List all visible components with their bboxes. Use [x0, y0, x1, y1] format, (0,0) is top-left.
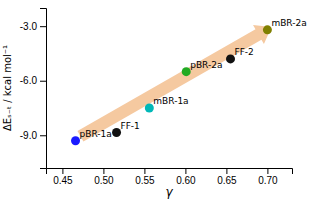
tick-mark	[267, 168, 268, 174]
tick-label: -6.0	[20, 75, 38, 86]
point-labels: pBR-1a FF-1 mBR-1a pBR-2a FF-2 mBR-2a	[80, 18, 307, 139]
tick-mark	[40, 26, 46, 27]
point-label: mBR-1a	[153, 96, 188, 106]
tick-label: 0.70	[258, 175, 278, 186]
tick-mark	[40, 81, 46, 82]
tick-label: 0.55	[135, 175, 155, 186]
tick-mark	[226, 168, 227, 174]
tick-mark	[103, 168, 104, 174]
y-axis: -9.0 -6.0 -3.0	[20, 9, 47, 169]
x-axis-title: γ	[165, 185, 173, 199]
arrow	[77, 25, 271, 141]
tick-label: 0.50	[94, 175, 114, 186]
tick-label: -3.0	[20, 21, 38, 32]
tick-label: -9.0	[20, 130, 38, 141]
tick: 0.60	[176, 168, 196, 186]
tick: 0.65	[217, 168, 237, 186]
y-axis-title: ΔEₛ₋ₜ / kcal mol⁻¹	[2, 45, 13, 131]
chart: 0.45 0.50 0.55 0.60 0.65 0.70 -9.0 -6.0 -3.0 pBR-…	[0, 0, 326, 200]
tick-mark	[62, 168, 63, 174]
axis-line	[40, 9, 47, 169]
tick: 0.50	[94, 168, 114, 186]
point-label: FF-2	[235, 47, 254, 57]
point-label: pBR-2a	[190, 60, 222, 70]
tick: -3.0	[20, 21, 46, 32]
tick: -9.0	[20, 130, 46, 141]
x-axis: 0.45 0.50 0.55 0.60 0.65 0.70	[47, 168, 293, 186]
tick: 0.45	[53, 168, 73, 186]
point-label: mBR-2a	[271, 18, 306, 28]
tick: -6.0	[20, 75, 46, 86]
point-label: pBR-1a	[80, 129, 112, 139]
tick-label: 0.45	[53, 175, 73, 186]
tick-mark	[185, 168, 186, 174]
tick: 0.70	[258, 168, 278, 186]
axis-line	[47, 169, 293, 175]
tick-label: 0.60	[176, 175, 196, 186]
marks	[71, 25, 272, 145]
point-label: FF-1	[121, 121, 140, 131]
tick-mark	[144, 168, 145, 174]
tick-mark	[40, 135, 46, 136]
tick-label: 0.65	[217, 175, 237, 186]
tick: 0.55	[135, 168, 155, 186]
plot: 0.45 0.50 0.55 0.60 0.65 0.70 -9.0 -6.0 -3.0 pBR-…	[20, 9, 307, 187]
